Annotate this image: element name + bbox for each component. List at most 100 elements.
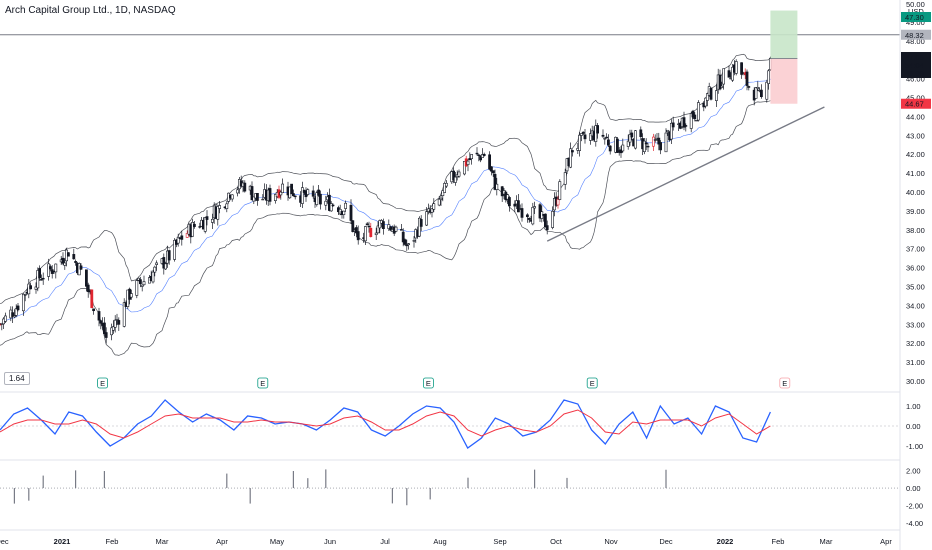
candle-body <box>671 122 675 128</box>
candle-body <box>376 225 380 234</box>
candle-body <box>480 154 484 158</box>
candle-body <box>506 194 510 200</box>
candle-body <box>389 226 393 231</box>
candle-body <box>48 266 52 270</box>
candle-body <box>130 293 133 298</box>
candle-body <box>16 305 20 311</box>
candle-body <box>704 97 708 107</box>
candle-body <box>381 221 385 230</box>
candle-body <box>477 154 481 156</box>
candle-body <box>14 308 18 316</box>
moving-average-line <box>0 78 771 325</box>
price-tick-label: 46.00 <box>906 75 925 84</box>
time-axis-label: Aug <box>433 537 446 546</box>
earnings-marker <box>779 377 791 389</box>
last-price-label-bg <box>901 52 931 78</box>
candle-body <box>110 327 114 336</box>
candle-body <box>488 154 492 170</box>
candle-body <box>67 252 70 257</box>
candle-body <box>538 204 542 219</box>
candle-body <box>583 134 587 140</box>
candle-body <box>527 218 531 220</box>
candle-body <box>306 189 310 195</box>
earnings-marker <box>422 377 434 389</box>
candle-body <box>740 62 744 75</box>
candle-body <box>291 193 295 197</box>
candle-body <box>407 243 411 246</box>
candle-body <box>628 134 632 143</box>
indicator-value-box[interactable]: 1.64 <box>4 372 30 385</box>
candle-body <box>211 218 214 223</box>
price-tick-label: 32.00 <box>906 339 925 348</box>
time-axis-label: Feb <box>106 537 119 546</box>
candle-body <box>193 223 196 227</box>
oscillator-tick-label: 0.00 <box>906 422 921 431</box>
candle-body <box>317 189 321 196</box>
candle-body <box>588 133 592 141</box>
price-tick-label: 49.00 <box>906 18 925 27</box>
candle-body <box>162 257 166 269</box>
candle-body <box>493 173 497 190</box>
time-axis-label: Apr <box>216 537 228 546</box>
candle-body <box>734 61 738 74</box>
target-label-bg <box>901 12 931 22</box>
candle-body <box>203 217 207 232</box>
histogram-tick-label: -2.00 <box>906 501 923 510</box>
candle-body <box>97 311 101 321</box>
candle-body <box>430 208 434 213</box>
candle-body <box>268 188 272 202</box>
stop-zone <box>770 58 798 104</box>
candle-body <box>412 240 416 242</box>
candle-body <box>626 140 630 147</box>
candle-body <box>491 170 495 174</box>
histogram-tick-label: -4.00 <box>906 519 923 528</box>
candle-body <box>327 194 331 211</box>
price-tick-label: 30.00 <box>906 377 925 386</box>
candle-body <box>619 149 623 154</box>
candle-body <box>39 279 43 281</box>
candle-body <box>331 204 335 207</box>
candle-body <box>281 183 285 193</box>
histogram-tick-label: 0.00 <box>906 484 921 493</box>
candle-body <box>23 294 27 296</box>
time-axis-label: Jun <box>324 537 336 546</box>
candle-body <box>581 131 585 134</box>
candle-body <box>394 226 398 232</box>
candle-body <box>176 236 180 244</box>
candle-body <box>714 90 718 101</box>
histogram-panel[interactable] <box>0 469 900 506</box>
candle-body <box>11 312 15 317</box>
candle-body <box>369 227 373 237</box>
candle-body <box>99 320 103 324</box>
candle-body <box>425 211 429 226</box>
candle-body <box>633 130 637 149</box>
candle-body <box>520 208 524 218</box>
candle-body <box>363 226 367 242</box>
candle-body <box>720 85 724 88</box>
candle-body <box>351 220 355 232</box>
candle-body <box>115 319 119 321</box>
candle-body <box>570 150 574 153</box>
candle-body <box>72 254 76 260</box>
candle-body <box>173 240 177 260</box>
price-tick-label: 37.00 <box>906 245 925 254</box>
price-tick-label: 39.00 <box>906 207 925 216</box>
candle-body <box>41 277 45 280</box>
candle-body <box>696 102 700 121</box>
oscillator-panel[interactable] <box>0 399 900 449</box>
candle-body <box>754 87 758 99</box>
trend-line <box>546 106 825 242</box>
candle-body <box>342 210 346 215</box>
candle-body <box>279 191 283 196</box>
candle-body <box>13 315 16 318</box>
candle-body <box>356 231 360 241</box>
candle-body <box>533 206 537 209</box>
candle-body <box>47 263 51 277</box>
candle-body <box>293 195 297 198</box>
candle-body <box>74 261 78 263</box>
candle-body <box>63 262 67 266</box>
candle-body <box>545 225 549 231</box>
time-axis-label: Jul <box>380 537 390 546</box>
